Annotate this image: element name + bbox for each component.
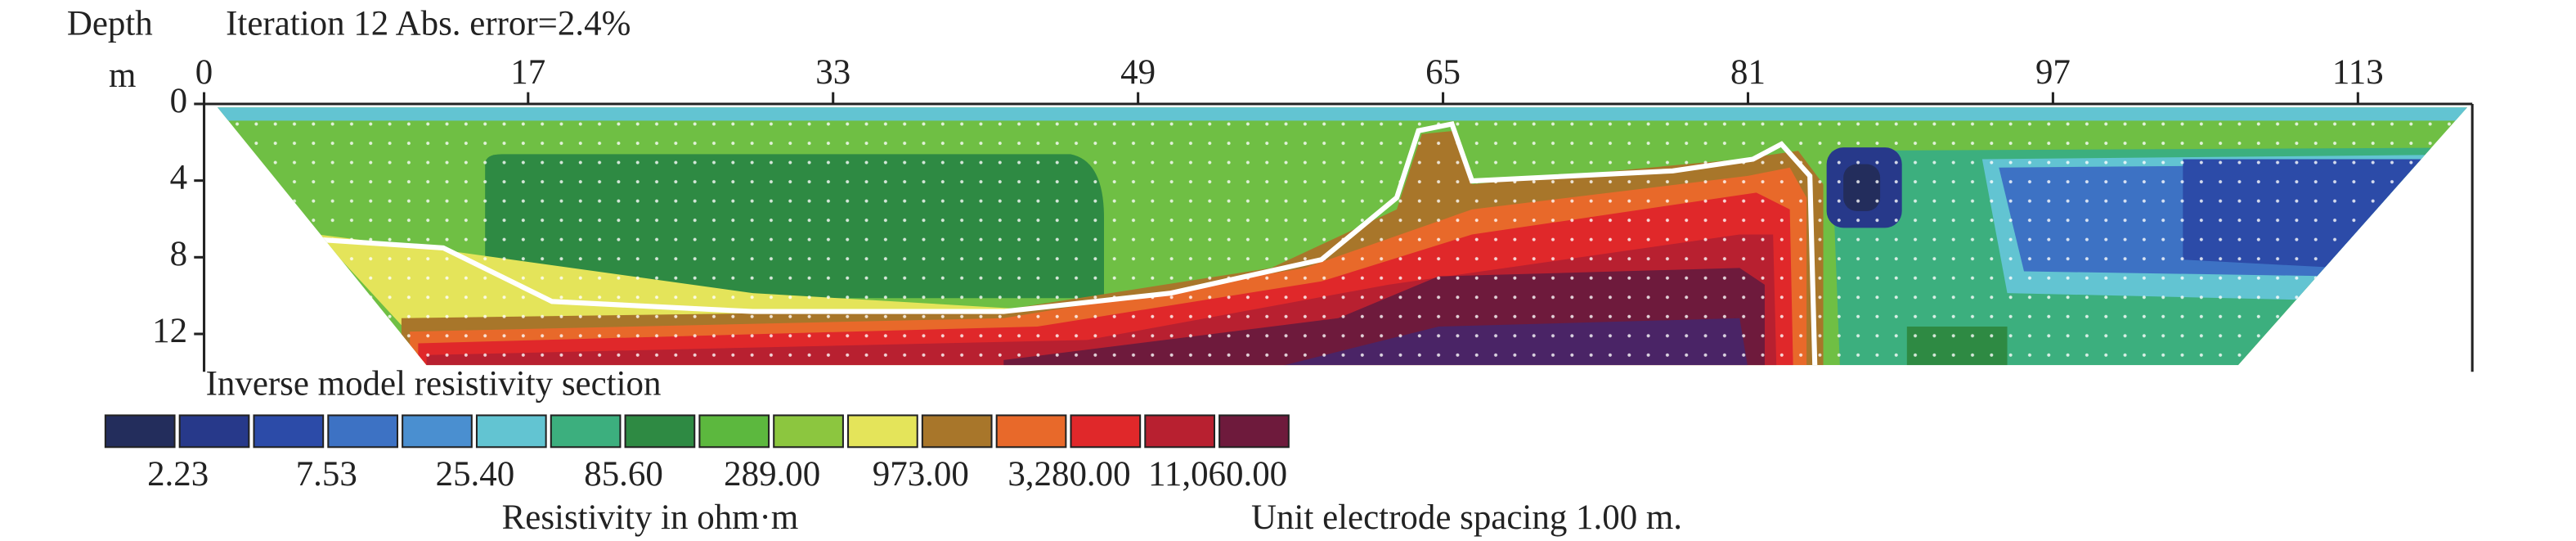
legend-label: 289.00 [724,455,820,494]
legend-title: Resistivity in ohm·m [502,498,799,537]
legend-swatch [847,414,918,449]
legend-swatch [253,414,325,449]
x-tick-label: 33 [815,53,850,92]
unit-label: m [109,56,136,95]
legend-label: 25.40 [436,455,515,494]
depth-label: Depth [67,5,153,43]
x-tick-label: 17 [510,53,545,92]
x-tick-label: 81 [1730,53,1766,92]
legend-swatch [402,414,473,449]
legend-swatch [475,414,547,449]
legend-label: 2.23 [147,455,209,494]
x-tick-label: 0 [195,53,213,92]
title: Iteration 12 Abs. error=2.4% [226,5,631,43]
note: Unit electrode spacing 1.00 m. [1251,498,1682,537]
legend-swatch [327,414,399,449]
section-title: Inverse model resistivity section [206,365,662,403]
y-tick-label: 12 [152,312,187,350]
dots [217,107,2468,366]
legend-swatch [550,414,622,449]
legend-label: 3,280.00 [1008,455,1130,494]
x-tick-label: 65 [1425,53,1461,92]
x-tick-label: 97 [2035,53,2071,92]
legend-swatch [624,414,696,449]
legend-swatch [773,414,844,449]
y-tick-label: 0 [170,82,187,120]
legend-swatch [1218,414,1290,449]
x-tick-label: 49 [1120,53,1156,92]
y-tick-label: 4 [170,159,187,197]
legend-swatch [1144,414,1216,449]
legend-label: 973.00 [873,455,969,494]
legend-label: 11,060.00 [1148,455,1287,494]
y-tick-label: 8 [170,235,187,273]
legend-swatch [921,414,993,449]
x-tick-label: 113 [2332,53,2384,92]
legend-swatch [104,414,176,449]
section [217,107,2468,366]
legend-swatch [178,414,250,449]
legend-swatch [698,414,770,449]
contour-line [317,120,1818,366]
legend-swatch [995,414,1067,449]
legend-label: 7.53 [296,455,357,494]
legend-swatch [1070,414,1142,449]
legend-label: 85.60 [584,455,663,494]
